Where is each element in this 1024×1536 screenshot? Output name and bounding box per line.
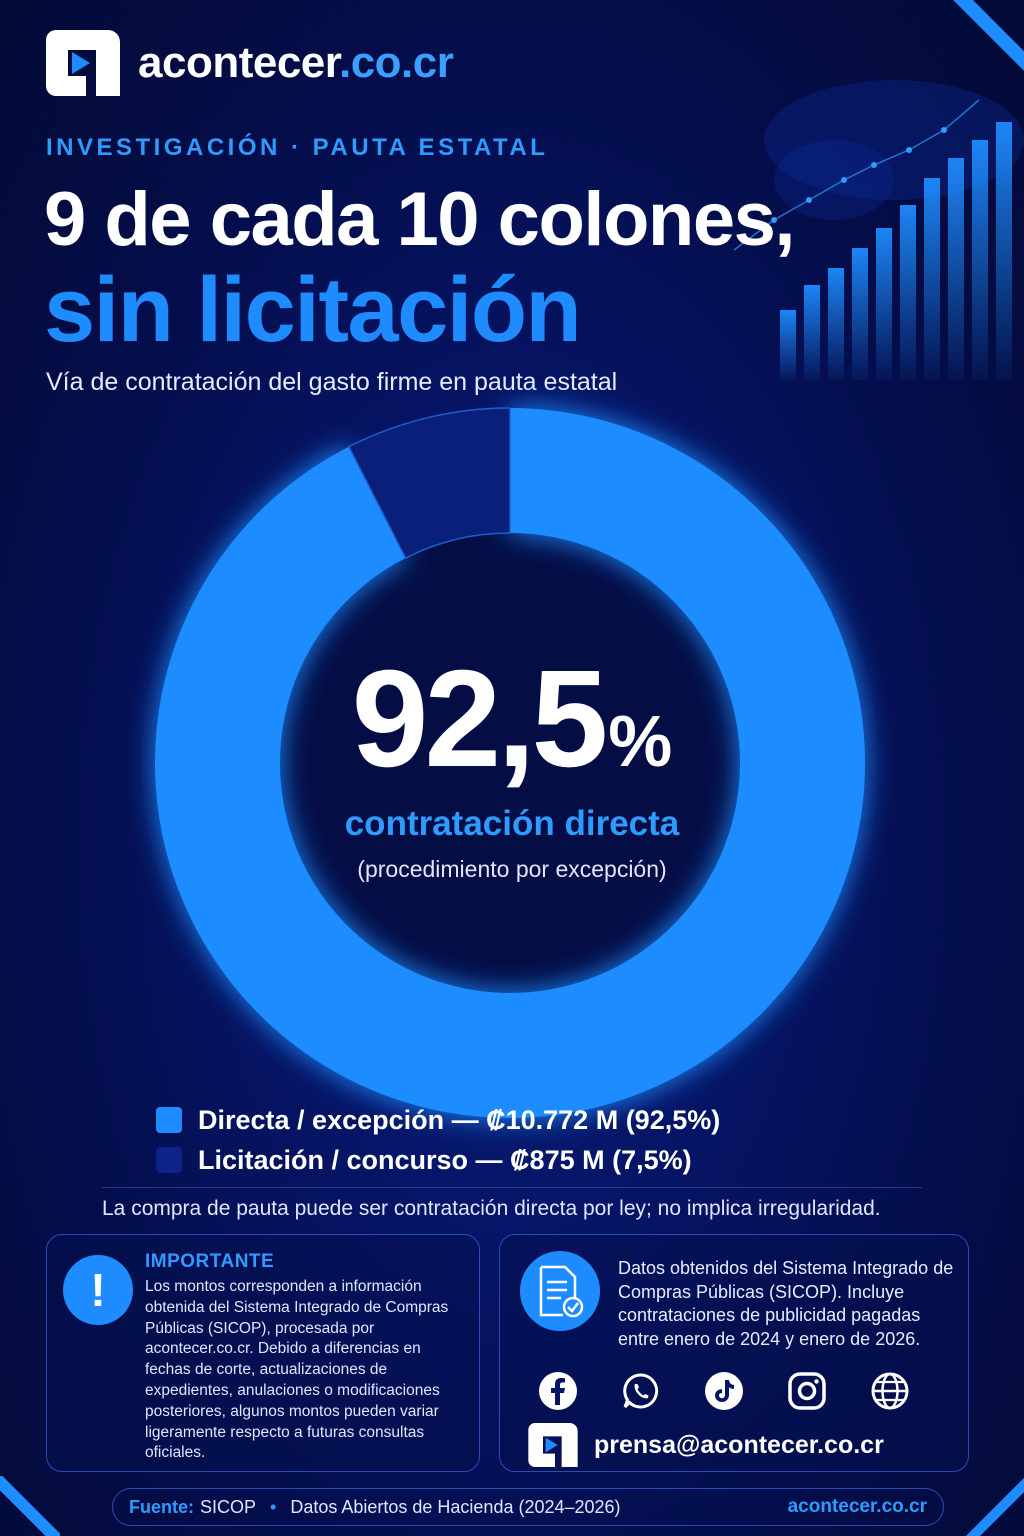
- brand-wordmark: acontecer.co.cr: [138, 38, 454, 88]
- social-links: [536, 1369, 951, 1413]
- alert-icon: !: [63, 1255, 133, 1325]
- footer-source-bar: Fuente: SICOP • Datos Abiertos de Hacien…: [112, 1488, 944, 1526]
- brand-header: acontecer.co.cr: [46, 30, 454, 96]
- facebook-icon[interactable]: [536, 1369, 580, 1413]
- donut-slice-directa: [154, 408, 866, 1118]
- tiktok-icon[interactable]: [702, 1369, 746, 1413]
- source-label: Fuente:: [129, 1496, 194, 1517]
- important-title: IMPORTANTE: [145, 1251, 275, 1272]
- legend-swatch: [156, 1147, 182, 1173]
- important-card: ! IMPORTANTE Los montos corresponden a i…: [46, 1234, 480, 1472]
- legend-item-directa: Directa / excepción — ₡10.772 M (92,5%): [156, 1100, 720, 1140]
- instagram-icon[interactable]: [785, 1369, 829, 1413]
- whatsapp-icon[interactable]: [619, 1369, 663, 1413]
- subtitle: Vía de contratación del gasto firme en p…: [46, 368, 618, 396]
- dataset-name: Datos Abiertos de Hacienda (2024–2026): [290, 1496, 621, 1517]
- globe-icon[interactable]: [868, 1369, 912, 1413]
- separator-dot: •: [270, 1496, 277, 1517]
- center-percentage: 92,5%: [0, 640, 1024, 799]
- headline-line1: 9 de cada 10 colones,: [44, 177, 796, 262]
- divider: [102, 1187, 922, 1188]
- donut-hole: [280, 533, 740, 993]
- contact-email[interactable]: prensa@acontecer.co.cr: [594, 1430, 884, 1459]
- acontecer-logo-icon: [46, 30, 120, 96]
- data-source-text: Datos obtenidos del Sistema Integrado de…: [618, 1258, 954, 1349]
- footer-site-link[interactable]: acontecer.co.cr: [787, 1496, 927, 1517]
- donut-slice-licitacion: [347, 407, 511, 560]
- center-sublabel: (procedimiento por excepción): [357, 856, 667, 882]
- important-body: Los montos corresponden a información ob…: [145, 1278, 449, 1462]
- disclaimer: La compra de pauta puede ser contratació…: [102, 1197, 881, 1220]
- corner-accent: [964, 1476, 1024, 1536]
- corner-accent: [0, 1476, 60, 1536]
- legend-label: Directa / excepción — ₡10.772 M (92,5%): [198, 1104, 721, 1135]
- document-check-icon: [520, 1251, 600, 1331]
- legend-label: Licitación / concurso — ₡875 M (7,5%): [198, 1144, 692, 1175]
- headline-line2: sin licitación: [44, 259, 582, 361]
- center-value: 92,5: [351, 642, 609, 796]
- brand-domain: .co.cr: [338, 38, 454, 87]
- data-source-card: Datos obtenidos del Sistema Integrado de…: [499, 1234, 969, 1472]
- contact-row: prensa@acontecer.co.cr: [528, 1423, 884, 1467]
- source-name: SICOP: [200, 1496, 257, 1517]
- legend-swatch: [156, 1107, 182, 1133]
- chart-legend: Directa / excepción — ₡10.772 M (92,5%) …: [156, 1100, 720, 1180]
- legend-item-licitacion: Licitación / concurso — ₡875 M (7,5%): [156, 1140, 720, 1180]
- brand-name: acontecer: [138, 38, 339, 87]
- center-label: contratación directa: [344, 804, 680, 843]
- growth-bars-decoration: [733, 80, 1024, 380]
- acontecer-logo-icon: [528, 1423, 578, 1467]
- kicker: INVESTIGACIÓN · PAUTA ESTATAL: [46, 134, 549, 161]
- corner-accent: [944, 0, 1024, 80]
- center-unit: %: [608, 702, 673, 782]
